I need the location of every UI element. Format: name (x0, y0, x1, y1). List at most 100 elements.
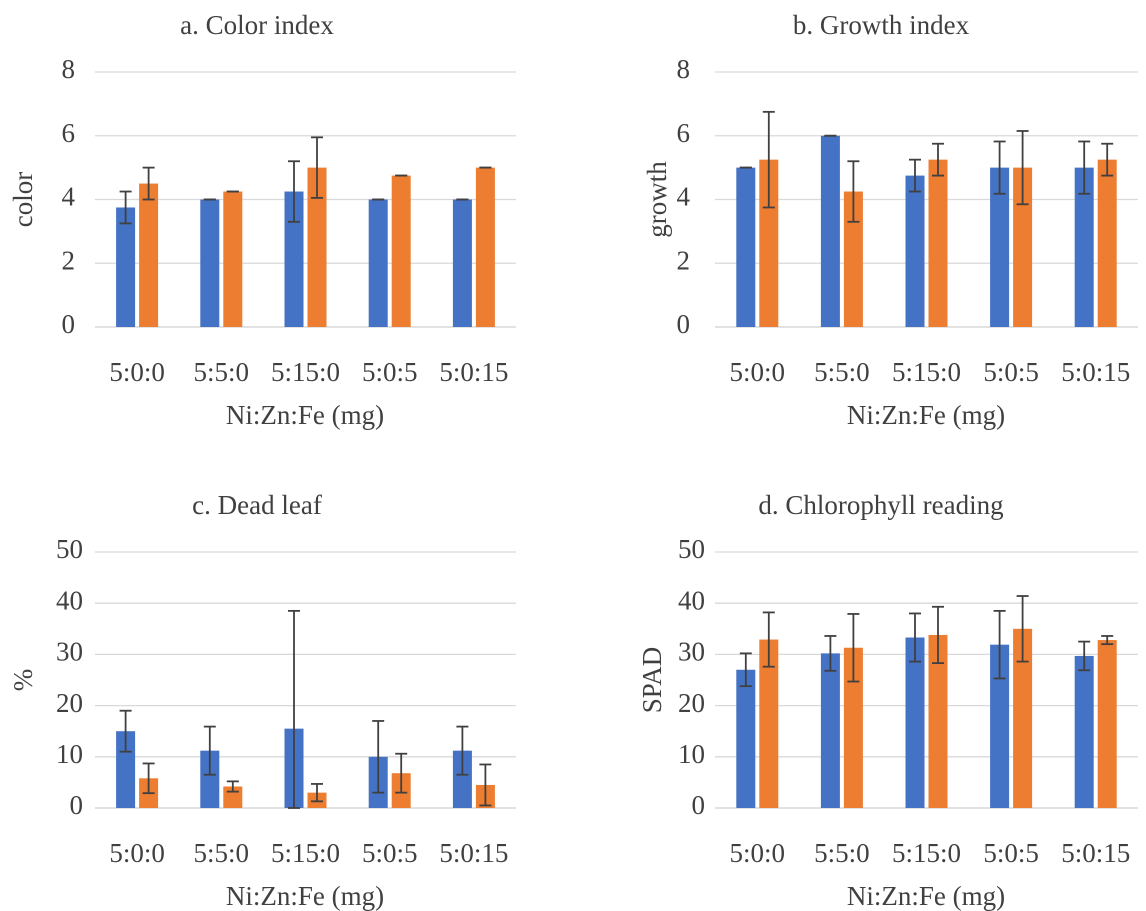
y-tick-label: 20 (56, 688, 83, 718)
y-tick-label: 0 (70, 790, 84, 820)
bar-series-2 (1013, 628, 1033, 808)
y-tick-label: 6 (677, 118, 691, 148)
y-tick-label: 40 (678, 585, 705, 615)
chart-panel: b. Growth index 0 2 4 6 8 5:0:0 5:5:0 5:15:0 5:0:… (642, 10, 1138, 430)
bar-series-1 (116, 731, 136, 808)
bar-series-1 (736, 167, 756, 327)
y-tick-label: 8 (677, 54, 691, 84)
error-bar (993, 140, 1006, 195)
x-axis-label: Ni:Zn:Fe (mg) (226, 881, 384, 911)
error-bar (1016, 130, 1029, 206)
x-axis-label: Ni:Zn:Fe (mg) (847, 400, 1005, 430)
y-tick-label: 4 (62, 182, 76, 212)
x-category-label: 5:0:5 (362, 357, 418, 387)
bar-series-1 (452, 199, 472, 327)
x-category-label: 5:0:15 (1061, 357, 1130, 387)
error-bar (1078, 640, 1091, 672)
bar-series-2 (759, 159, 779, 327)
error-bar (395, 752, 408, 794)
error-bar (762, 611, 775, 668)
y-axis-label: % (8, 669, 38, 692)
x-category-label: 5:0:0 (730, 838, 786, 868)
y-axis-label: SPAD (637, 647, 667, 714)
x-category-label: 5:5:0 (194, 357, 250, 387)
bar-series-2 (1097, 640, 1117, 808)
bar-series-2 (928, 159, 948, 327)
error-bar (372, 720, 385, 794)
bar-series-1 (452, 750, 472, 808)
chart-title: a. Color index (180, 10, 334, 40)
bar-series-2 (139, 183, 159, 327)
y-tick-label: 50 (56, 534, 83, 564)
error-bar (1101, 635, 1114, 646)
bar-series-1 (200, 199, 220, 327)
bar-series-2 (475, 167, 495, 327)
x-category-label: 5:0:5 (983, 838, 1039, 868)
chart-panel: c. Dead leaf 0 10 20 30 40 50 5:0:0 5:5:0 5:15:0 5… (8, 490, 516, 911)
error-bar (288, 160, 300, 223)
error-bar (847, 160, 860, 223)
y-tick-label: 30 (56, 637, 83, 667)
bar-series-1 (990, 167, 1010, 327)
error-bar (993, 609, 1006, 680)
y-tick-label: 40 (56, 585, 83, 615)
error-bar (288, 609, 300, 809)
x-category-label: 5:5:0 (814, 357, 870, 387)
x-category-label: 5:0:5 (362, 838, 418, 868)
error-bar (311, 136, 323, 199)
x-category-label: 5:0:0 (730, 357, 786, 387)
x-category-label: 5:5:0 (194, 838, 250, 868)
chart-title: d. Chlorophyll reading (758, 490, 1003, 520)
error-bar (824, 635, 837, 672)
y-tick-label: 0 (62, 309, 76, 339)
chart-title: b. Growth index (793, 10, 970, 40)
y-axis-label: growth (642, 161, 672, 238)
x-axis-label: Ni:Zn:Fe (mg) (847, 881, 1005, 911)
bar-series-2 (843, 191, 863, 327)
bar-series-2 (1097, 159, 1117, 327)
x-category-label: 5:0:0 (109, 357, 165, 387)
y-tick-label: 10 (56, 739, 83, 769)
error-bar (142, 166, 155, 201)
x-category-label: 5:0:15 (439, 838, 508, 868)
y-tick-label: 0 (692, 790, 706, 820)
error-bar (739, 652, 752, 688)
bar-series-1 (905, 637, 925, 808)
y-tick-label: 4 (677, 182, 691, 212)
error-bar (1101, 142, 1114, 177)
bar-series-1 (736, 669, 756, 808)
y-tick-label: 10 (678, 739, 705, 769)
error-bar (762, 110, 775, 209)
bar-series-2 (1013, 167, 1033, 327)
error-bar (932, 605, 944, 665)
x-category-label: 5:5:0 (814, 838, 870, 868)
bar-series-1 (1074, 167, 1094, 327)
y-tick-label: 50 (678, 534, 705, 564)
x-category-label: 5:0:5 (983, 357, 1039, 387)
bar-series-2 (759, 639, 779, 808)
error-bar (909, 158, 921, 193)
bar-series-1 (1074, 655, 1094, 808)
bar-series-1 (820, 653, 840, 808)
bar-series-2 (928, 634, 948, 808)
error-bar (226, 780, 239, 793)
bar-series-2 (843, 647, 863, 808)
bar-series-2 (307, 167, 327, 327)
chart-panel: d. Chlorophyll reading 0 10 20 30 40 50 5:0:0 5:… (637, 490, 1138, 911)
error-bar (1078, 140, 1091, 195)
error-bar (119, 709, 132, 753)
bar-series-1 (284, 191, 304, 327)
y-tick-label: 0 (677, 309, 691, 339)
x-axis-label: Ni:Zn:Fe (mg) (226, 400, 384, 430)
y-tick-label: 30 (678, 637, 705, 667)
x-category-label: 5:15:0 (271, 357, 340, 387)
y-tick-label: 20 (678, 688, 705, 718)
error-bar (119, 190, 132, 225)
bar-series-1 (116, 207, 136, 327)
error-bar (847, 613, 860, 683)
bar-series-1 (368, 199, 388, 327)
y-tick-label: 6 (62, 118, 76, 148)
x-category-label: 5:0:15 (1061, 838, 1130, 868)
y-axis-label: color (8, 172, 38, 227)
